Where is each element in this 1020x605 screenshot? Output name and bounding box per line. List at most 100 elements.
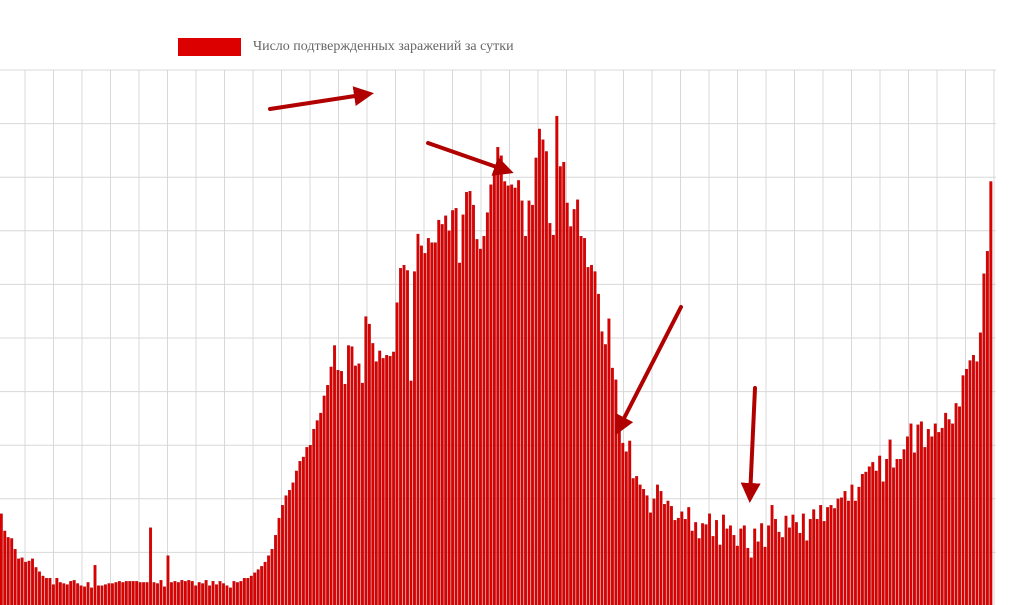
- bar: [642, 489, 645, 605]
- bar: [358, 364, 361, 605]
- bar: [330, 367, 333, 605]
- bar: [743, 526, 746, 605]
- bar: [389, 356, 392, 605]
- bar: [594, 272, 597, 605]
- bar: [757, 542, 760, 605]
- bar: [344, 384, 347, 605]
- bar: [604, 344, 607, 605]
- bar: [312, 429, 315, 605]
- bar: [559, 166, 562, 605]
- bar: [243, 578, 246, 605]
- bar: [149, 528, 152, 605]
- bar: [69, 581, 72, 605]
- bar: [653, 499, 656, 605]
- bar: [49, 578, 52, 605]
- bar: [493, 175, 496, 605]
- bar: [503, 181, 506, 605]
- bar: [316, 421, 319, 605]
- bar: [819, 505, 822, 605]
- bar: [104, 585, 107, 605]
- bar: [646, 496, 649, 605]
- bar: [510, 185, 513, 605]
- bar: [531, 205, 534, 605]
- bar: [63, 583, 66, 605]
- bar: [14, 549, 17, 605]
- bar: [965, 369, 968, 605]
- bar: [417, 234, 420, 605]
- bar: [799, 533, 802, 605]
- bar: [139, 582, 142, 605]
- bar: [635, 476, 638, 605]
- bar: [187, 580, 190, 605]
- bar: [111, 583, 114, 605]
- bar: [840, 498, 843, 605]
- bar: [858, 487, 861, 605]
- bar: [882, 482, 885, 605]
- bar: [219, 581, 222, 605]
- bar: [816, 519, 819, 605]
- bar: [80, 586, 83, 605]
- bar: [115, 582, 118, 605]
- bar: [7, 537, 10, 605]
- bar: [569, 227, 572, 605]
- bar: [135, 581, 138, 605]
- bar: [87, 582, 90, 605]
- bar: [108, 583, 111, 605]
- bar: [222, 583, 225, 605]
- bar: [545, 151, 548, 605]
- bar: [649, 513, 652, 605]
- bar: [302, 457, 305, 605]
- bar: [906, 437, 909, 605]
- bar: [903, 449, 906, 605]
- bar: [486, 213, 489, 605]
- bar: [517, 180, 520, 605]
- bar: [347, 346, 350, 605]
- bar: [285, 496, 288, 605]
- bar: [45, 578, 48, 605]
- bar: [451, 210, 454, 605]
- bar: [924, 447, 927, 605]
- bar: [462, 215, 465, 605]
- bar: [726, 529, 729, 605]
- bar: [472, 205, 475, 605]
- bar: [778, 532, 781, 605]
- bar: [601, 332, 604, 605]
- bar: [372, 343, 375, 605]
- bar: [59, 582, 62, 605]
- bar: [854, 501, 857, 605]
- bar: [667, 501, 670, 605]
- bar: [163, 587, 166, 605]
- bar: [847, 501, 850, 605]
- bar: [708, 514, 711, 605]
- bar: [247, 578, 250, 605]
- bar: [826, 507, 829, 605]
- bar: [830, 505, 833, 605]
- bar: [177, 582, 180, 605]
- bar: [153, 582, 156, 605]
- bar: [278, 518, 281, 605]
- bar: [507, 186, 510, 605]
- bar: [10, 538, 13, 605]
- bar: [382, 358, 385, 605]
- bar: [746, 548, 749, 605]
- bar: [361, 383, 364, 605]
- bar: [802, 514, 805, 605]
- bar: [837, 499, 840, 605]
- bar: [3, 531, 6, 605]
- bar: [403, 265, 406, 605]
- bars: [0, 116, 992, 605]
- bar: [885, 459, 888, 605]
- bar: [101, 586, 104, 605]
- bar: [851, 485, 854, 605]
- bar: [458, 263, 461, 605]
- bar: [740, 529, 743, 605]
- bar: [306, 447, 309, 605]
- annotation-arrow: [428, 143, 508, 171]
- bar: [698, 538, 701, 605]
- bar: [66, 585, 69, 605]
- bar: [118, 581, 121, 605]
- bar: [181, 580, 184, 605]
- bar: [264, 562, 267, 605]
- bar: [632, 478, 635, 605]
- bar: [128, 581, 131, 605]
